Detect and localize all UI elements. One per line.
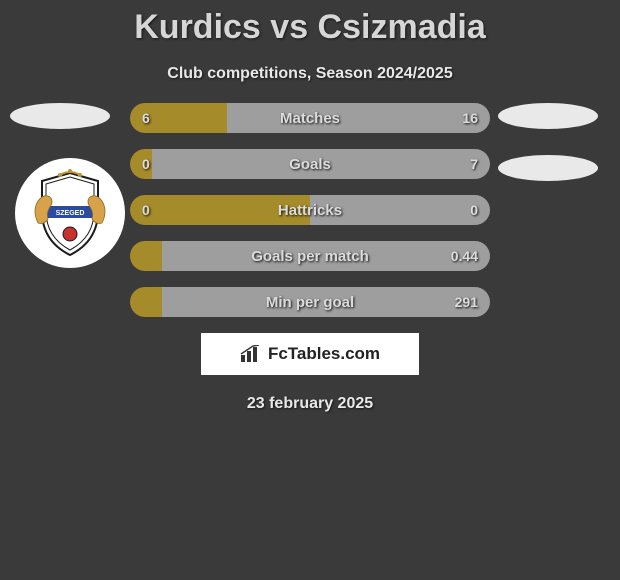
stat-bar-left (130, 195, 310, 225)
stat-row: 291Min per goal (130, 287, 490, 317)
stat-bar-left (130, 287, 162, 317)
stat-bar-right (310, 195, 490, 225)
stat-bar-right (227, 103, 490, 133)
stat-row: 0.44Goals per match (130, 241, 490, 271)
stat-bar-right (152, 149, 490, 179)
comparison-content: SZEGED 616Matches 07Goals 00Hattricks 0.44G… (0, 103, 620, 413)
stat-row: 07Goals (130, 149, 490, 179)
player-right-oval-2 (498, 155, 598, 181)
player-left-oval (10, 103, 110, 129)
date-line: 23 february 2025 (0, 395, 620, 413)
page-title: Kurdics vs Csizmadia (0, 0, 620, 47)
source-logo-text: FcTables.com (268, 344, 380, 364)
bar-chart-icon (240, 345, 262, 363)
stat-bar-left (130, 149, 152, 179)
stat-bar-right (162, 287, 490, 317)
badge-banner-text: SZEGED (56, 210, 85, 217)
club-badge: SZEGED (15, 158, 125, 268)
stat-bars: 616Matches 07Goals 00Hattricks 0.44Goals pe… (130, 103, 490, 317)
stat-bar-left (130, 103, 227, 133)
stat-row: 00Hattricks (130, 195, 490, 225)
player-right-oval-1 (498, 103, 598, 129)
club-crest-icon: SZEGED (20, 163, 120, 263)
subtitle: Club competitions, Season 2024/2025 (0, 65, 620, 83)
stat-bar-left (130, 241, 162, 271)
source-logo-box: FcTables.com (201, 333, 419, 375)
stat-row: 616Matches (130, 103, 490, 133)
stat-bar-right (162, 241, 490, 271)
